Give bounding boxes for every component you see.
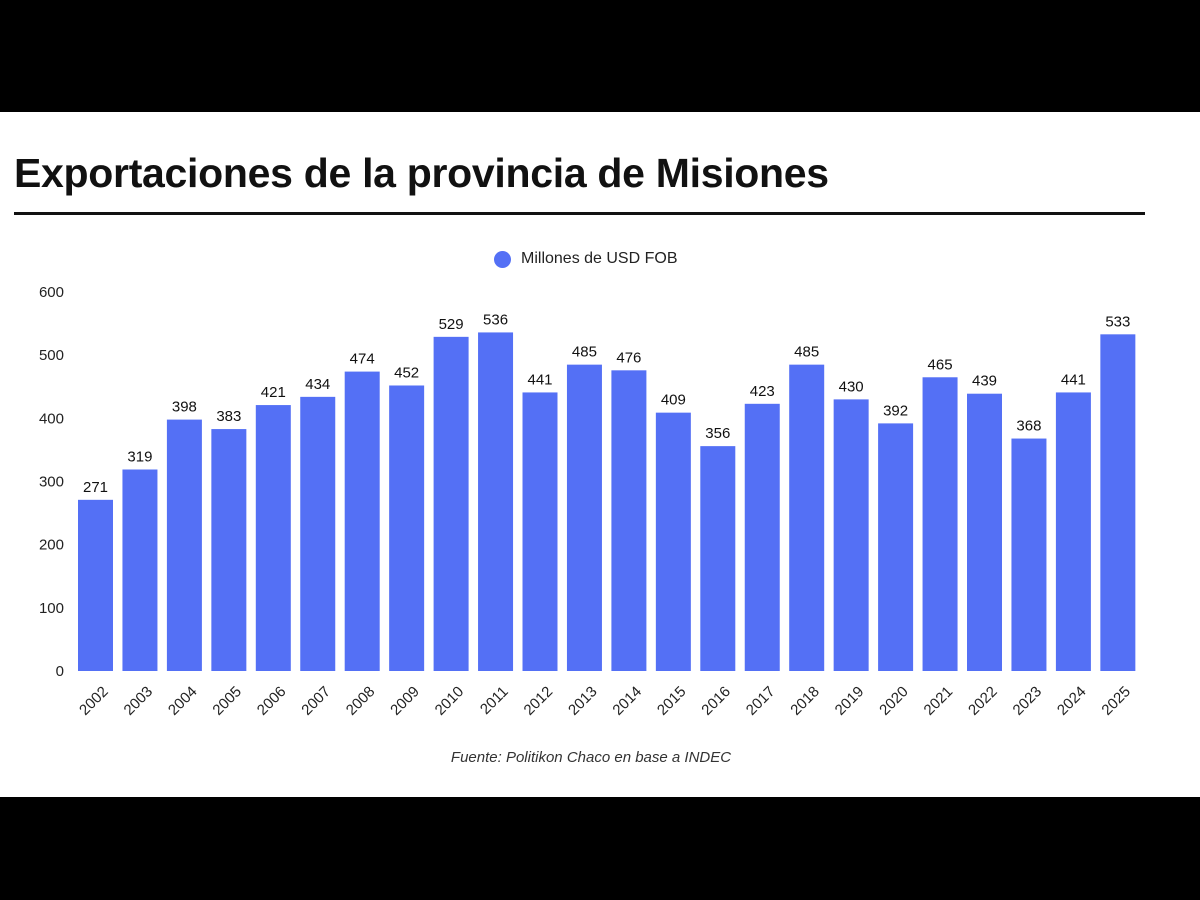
data-label: 434 — [305, 376, 330, 393]
bar — [344, 371, 380, 671]
data-label: 465 — [928, 356, 953, 373]
data-label: 529 — [439, 316, 464, 333]
x-tick-label: 2015 — [654, 683, 690, 719]
data-label: 368 — [1016, 418, 1041, 435]
chart-title: Exportaciones de la provincia de Misione… — [14, 150, 829, 196]
x-tick-label: 2017 — [743, 683, 779, 719]
x-tick-label: 2025 — [1098, 683, 1134, 719]
x-tick-label: 2012 — [521, 683, 557, 719]
x-tick-label: 2008 — [343, 683, 379, 719]
bar — [1100, 334, 1136, 671]
bar — [833, 399, 869, 671]
data-label: 392 — [883, 402, 908, 419]
x-tick-label: 2004 — [165, 683, 201, 719]
data-label: 441 — [1061, 371, 1086, 388]
data-label: 533 — [1105, 313, 1130, 330]
bar — [433, 336, 469, 671]
bar — [300, 396, 336, 671]
x-tick-label: 2024 — [1054, 683, 1090, 719]
data-label: 383 — [216, 408, 241, 425]
legend-swatch — [494, 250, 511, 268]
x-tick-label: 2005 — [209, 683, 245, 719]
source-note: Fuente: Politikon Chaco en base a INDEC — [450, 749, 732, 766]
x-tick-label: 2011 — [477, 683, 512, 718]
x-tick-label: 2023 — [1010, 683, 1046, 719]
chart-panel: Exportaciones de la provincia de Misione… — [0, 112, 1200, 797]
y-tick-label: 0 — [56, 663, 64, 680]
data-label: 271 — [83, 479, 108, 496]
y-tick-label: 100 — [39, 600, 64, 617]
title-divider — [14, 212, 1145, 215]
data-label: 441 — [527, 371, 552, 388]
data-label: 356 — [705, 425, 730, 442]
bar — [744, 403, 780, 671]
x-tick-label: 2014 — [609, 683, 645, 719]
bar — [166, 419, 202, 671]
bar — [78, 499, 113, 671]
y-tick-label: 400 — [39, 410, 64, 427]
x-tick-label: 2020 — [876, 683, 912, 719]
bar — [389, 385, 425, 671]
y-tick-label: 300 — [39, 474, 64, 491]
bar — [1011, 438, 1047, 671]
data-label: 430 — [839, 378, 864, 395]
bar — [1055, 392, 1091, 671]
x-tick-label: 2003 — [121, 683, 157, 719]
bar — [700, 446, 736, 671]
bar — [967, 393, 1002, 671]
data-label: 439 — [972, 373, 997, 390]
data-label: 474 — [350, 351, 375, 368]
x-tick-label: 2016 — [698, 683, 734, 719]
y-tick-label: 600 — [39, 284, 64, 301]
bar — [522, 392, 558, 671]
bar — [611, 370, 647, 671]
data-label: 319 — [127, 448, 152, 465]
chart-legend: Millones de USD FOB — [494, 248, 678, 270]
bar — [255, 405, 291, 671]
bar — [655, 412, 691, 671]
data-label: 452 — [394, 364, 419, 381]
bar — [211, 429, 247, 671]
x-tick-label: 2022 — [965, 683, 1001, 719]
x-tick-label: 2013 — [565, 683, 601, 719]
data-label: 476 — [616, 349, 641, 366]
y-tick-label: 500 — [39, 347, 64, 364]
data-label: 421 — [261, 384, 286, 401]
data-label: 485 — [572, 344, 597, 361]
bar — [922, 377, 958, 671]
x-tick-label: 2018 — [787, 683, 823, 719]
y-tick-label: 200 — [39, 537, 64, 554]
data-label: 485 — [794, 344, 819, 361]
x-tick-label: 2007 — [298, 683, 334, 719]
bar — [878, 423, 914, 671]
data-label: 536 — [483, 311, 508, 328]
bar — [122, 469, 158, 671]
data-label: 398 — [172, 399, 197, 416]
data-label: 409 — [661, 392, 686, 409]
legend-label: Millones de USD FOB — [521, 250, 678, 267]
x-tick-label: 2021 — [921, 683, 957, 719]
bar — [789, 364, 825, 671]
x-tick-label: 2009 — [387, 683, 423, 719]
bar — [566, 364, 602, 671]
data-label: 423 — [750, 383, 775, 400]
x-tick-label: 2002 — [76, 683, 112, 719]
x-tick-label: 2019 — [832, 683, 868, 719]
x-tick-label: 2010 — [432, 683, 468, 719]
x-tick-label: 2006 — [254, 683, 290, 719]
bar-chart: 0 100 200 300 400 500 600 271 2002 319 2003 398 2004… — [39, 284, 1136, 719]
bar — [478, 332, 514, 671]
